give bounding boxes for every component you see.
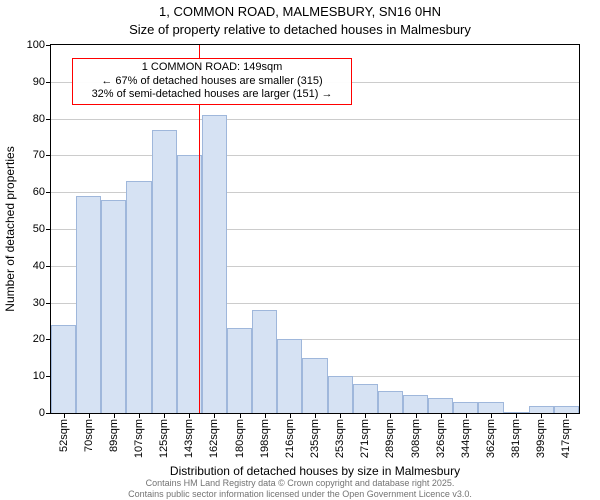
x-tick-label: 399sqm (535, 419, 547, 458)
chart-footer: Contains HM Land Registry data © Crown c… (0, 478, 600, 499)
x-tick-mark (491, 413, 492, 418)
x-tick-mark (441, 413, 442, 418)
histogram-bar (202, 115, 227, 413)
annotation-box: 1 COMMON ROAD: 149sqm← 67% of detached h… (72, 58, 352, 105)
x-tick-label: 235sqm (309, 419, 321, 458)
footer-line1: Contains HM Land Registry data © Crown c… (0, 478, 600, 488)
histogram-bar (353, 384, 378, 413)
x-tick-label: 289sqm (384, 419, 396, 458)
y-tick-mark (46, 82, 51, 83)
histogram-bar (177, 155, 202, 413)
x-tick-label: 362sqm (485, 419, 497, 458)
y-tick-mark (46, 45, 51, 46)
y-tick-mark (46, 413, 51, 414)
chart-title-line2: Size of property relative to detached ho… (0, 22, 600, 37)
plot-area: 010203040506070809010052sqm70sqm89sqm107… (50, 44, 580, 414)
x-tick-mark (340, 413, 341, 418)
histogram-bar (554, 406, 579, 413)
x-tick-label: 180sqm (234, 419, 246, 458)
x-tick-mark (365, 413, 366, 418)
y-tick-mark (46, 192, 51, 193)
histogram-bar (126, 181, 151, 413)
x-tick-mark (390, 413, 391, 418)
gridline (51, 155, 579, 156)
annotation-line: 1 COMMON ROAD: 149sqm (77, 61, 347, 75)
x-tick-mark (541, 413, 542, 418)
x-tick-mark (189, 413, 190, 418)
histogram-bar (152, 130, 177, 413)
histogram-bar (302, 358, 327, 413)
chart-container: 1, COMMON ROAD, MALMESBURY, SN16 0HN Siz… (0, 0, 600, 500)
x-tick-label: 162sqm (208, 419, 220, 458)
x-tick-label: 253sqm (334, 419, 346, 458)
x-tick-mark (214, 413, 215, 418)
x-tick-label: 344sqm (460, 419, 472, 458)
x-tick-label: 107sqm (133, 419, 145, 458)
x-tick-mark (164, 413, 165, 418)
histogram-bar (252, 310, 277, 413)
x-tick-label: 70sqm (83, 419, 95, 452)
histogram-bar (478, 402, 503, 413)
x-tick-mark (114, 413, 115, 418)
y-tick-mark (46, 229, 51, 230)
x-tick-label: 89sqm (108, 419, 120, 452)
chart-title-line1: 1, COMMON ROAD, MALMESBURY, SN16 0HN (0, 4, 600, 19)
x-tick-mark (64, 413, 65, 418)
x-tick-label: 216sqm (284, 419, 296, 458)
x-tick-mark (265, 413, 266, 418)
histogram-bar (227, 328, 252, 413)
histogram-bar (328, 376, 353, 413)
x-tick-label: 125sqm (158, 419, 170, 458)
x-tick-label: 381sqm (510, 419, 522, 458)
histogram-bar (529, 406, 554, 413)
y-tick-mark (46, 119, 51, 120)
gridline (51, 119, 579, 120)
y-tick-mark (46, 303, 51, 304)
x-tick-mark (139, 413, 140, 418)
x-tick-mark (466, 413, 467, 418)
histogram-bar (51, 325, 76, 413)
x-tick-label: 271sqm (359, 419, 371, 458)
x-axis-label: Distribution of detached houses by size … (50, 464, 580, 478)
histogram-bar (277, 339, 302, 413)
histogram-bar (453, 402, 478, 413)
footer-line2: Contains public sector information licen… (0, 489, 600, 499)
y-tick-mark (46, 266, 51, 267)
x-tick-mark (566, 413, 567, 418)
x-tick-mark (315, 413, 316, 418)
histogram-bar (428, 398, 453, 413)
x-tick-label: 143sqm (183, 419, 195, 458)
histogram-bar (101, 200, 126, 413)
annotation-line: 32% of semi-detached houses are larger (… (77, 88, 347, 102)
histogram-bar (378, 391, 403, 413)
x-tick-label: 417sqm (560, 419, 572, 458)
x-tick-mark (416, 413, 417, 418)
x-tick-label: 308sqm (410, 419, 422, 458)
histogram-bar (76, 196, 101, 413)
y-axis-label: Number of detached properties (3, 146, 17, 311)
x-tick-mark (89, 413, 90, 418)
histogram-bar (403, 395, 428, 413)
annotation-line: ← 67% of detached houses are smaller (31… (77, 75, 347, 89)
x-tick-mark (290, 413, 291, 418)
x-tick-label: 198sqm (259, 419, 271, 458)
x-tick-mark (240, 413, 241, 418)
x-tick-mark (516, 413, 517, 418)
x-tick-label: 52sqm (58, 419, 70, 452)
y-tick-mark (46, 155, 51, 156)
x-tick-label: 326sqm (435, 419, 447, 458)
